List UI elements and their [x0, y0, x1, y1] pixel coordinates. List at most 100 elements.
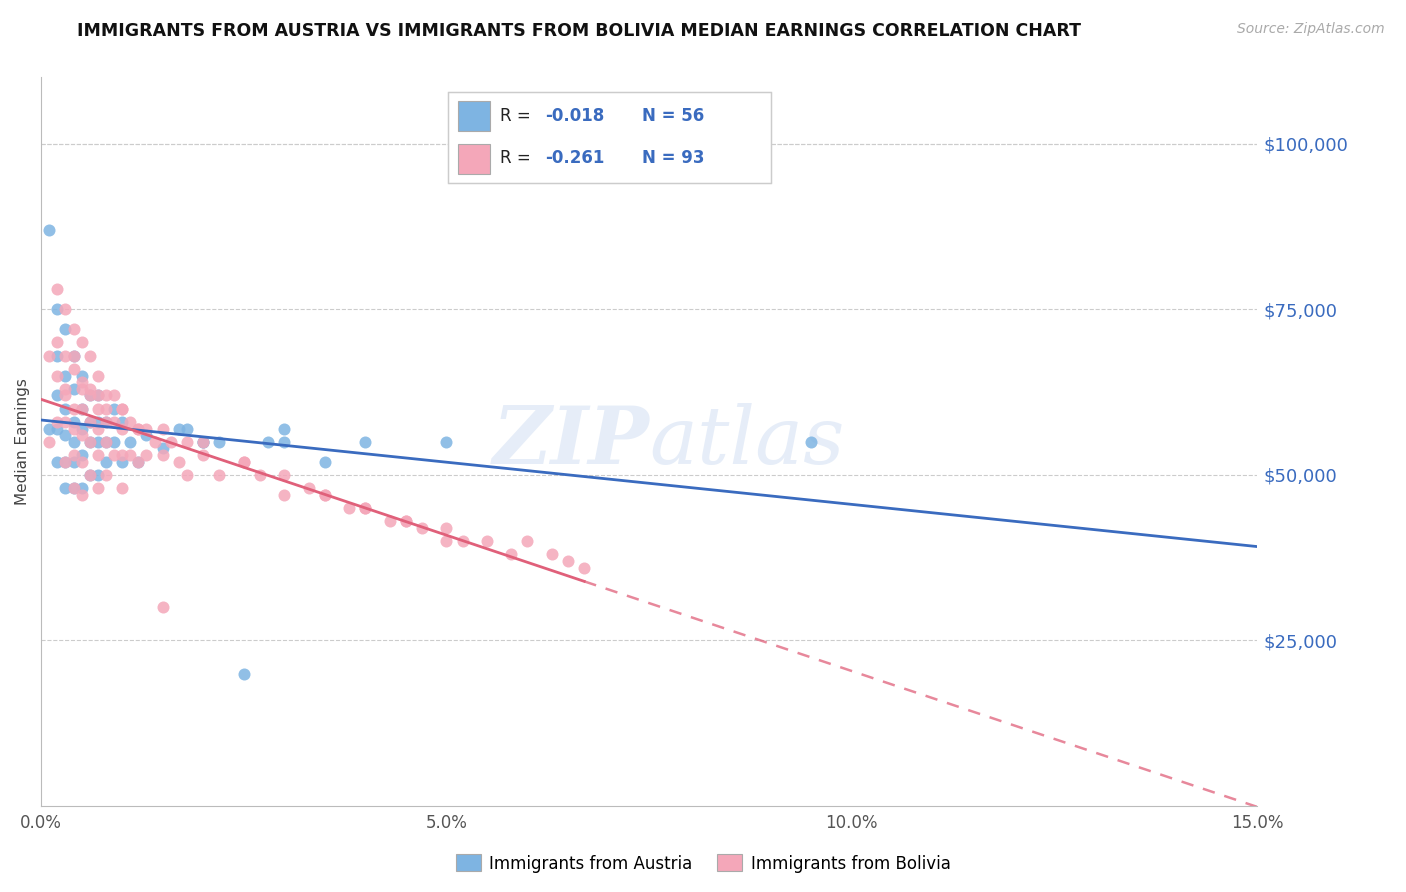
- Point: [232, 455, 254, 469]
- Point: [38, 434, 60, 449]
- Point: [159, 434, 181, 449]
- Point: [62, 382, 84, 396]
- Point: [475, 534, 498, 549]
- Point: [62, 448, 84, 462]
- Point: [87, 448, 110, 462]
- Point: [62, 481, 84, 495]
- Point: [436, 434, 458, 449]
- Point: [46, 388, 69, 402]
- Point: [94, 388, 117, 402]
- Point: [87, 415, 110, 429]
- Text: Source: ZipAtlas.com: Source: ZipAtlas.com: [1237, 22, 1385, 37]
- Point: [167, 455, 190, 469]
- Point: [176, 421, 198, 435]
- Point: [62, 349, 84, 363]
- Point: [451, 534, 474, 549]
- Point: [436, 534, 458, 549]
- Point: [135, 428, 157, 442]
- Point: [127, 421, 149, 435]
- Point: [62, 415, 84, 429]
- Point: [62, 481, 84, 495]
- Point: [314, 488, 336, 502]
- Point: [314, 455, 336, 469]
- Point: [143, 434, 166, 449]
- Point: [62, 455, 84, 469]
- Point: [127, 455, 149, 469]
- Point: [70, 375, 93, 389]
- Point: [55, 415, 77, 429]
- Point: [87, 467, 110, 482]
- Point: [55, 401, 77, 416]
- Point: [111, 401, 134, 416]
- Point: [38, 421, 60, 435]
- Point: [800, 434, 823, 449]
- Point: [111, 455, 134, 469]
- Point: [111, 481, 134, 495]
- Point: [62, 322, 84, 336]
- Point: [135, 448, 157, 462]
- Point: [103, 415, 125, 429]
- Point: [70, 401, 93, 416]
- Point: [79, 382, 101, 396]
- Point: [103, 434, 125, 449]
- Point: [55, 302, 77, 317]
- Point: [62, 401, 84, 416]
- Point: [94, 455, 117, 469]
- Point: [62, 362, 84, 376]
- Point: [152, 442, 174, 456]
- Point: [395, 514, 418, 528]
- Point: [411, 521, 433, 535]
- Point: [273, 488, 295, 502]
- Point: [111, 448, 134, 462]
- Point: [103, 448, 125, 462]
- Point: [87, 481, 110, 495]
- Point: [46, 335, 69, 350]
- Point: [46, 368, 69, 383]
- Point: [70, 428, 93, 442]
- Point: [127, 455, 149, 469]
- Point: [70, 421, 93, 435]
- Point: [70, 401, 93, 416]
- Point: [557, 554, 579, 568]
- Point: [111, 421, 134, 435]
- Point: [152, 448, 174, 462]
- Point: [70, 448, 93, 462]
- Point: [46, 302, 69, 317]
- Point: [135, 421, 157, 435]
- Point: [87, 388, 110, 402]
- Point: [87, 401, 110, 416]
- Point: [55, 368, 77, 383]
- Point: [103, 401, 125, 416]
- Point: [378, 514, 401, 528]
- Y-axis label: Median Earnings: Median Earnings: [15, 378, 30, 505]
- Point: [70, 488, 93, 502]
- Point: [167, 421, 190, 435]
- Point: [257, 434, 280, 449]
- Point: [55, 382, 77, 396]
- Point: [79, 388, 101, 402]
- Point: [46, 415, 69, 429]
- Point: [79, 467, 101, 482]
- Point: [337, 500, 360, 515]
- Text: IMMIGRANTS FROM AUSTRIA VS IMMIGRANTS FROM BOLIVIA MEDIAN EARNINGS CORRELATION C: IMMIGRANTS FROM AUSTRIA VS IMMIGRANTS FR…: [77, 22, 1081, 40]
- Point: [70, 382, 93, 396]
- Point: [208, 434, 231, 449]
- Point: [62, 349, 84, 363]
- Point: [46, 282, 69, 296]
- Point: [193, 434, 215, 449]
- Point: [193, 434, 215, 449]
- Point: [436, 521, 458, 535]
- Point: [152, 421, 174, 435]
- Point: [79, 434, 101, 449]
- Point: [55, 455, 77, 469]
- Point: [249, 467, 271, 482]
- Point: [94, 467, 117, 482]
- Point: [87, 388, 110, 402]
- Point: [46, 455, 69, 469]
- Legend: Immigrants from Austria, Immigrants from Bolivia: Immigrants from Austria, Immigrants from…: [449, 847, 957, 880]
- Point: [395, 514, 418, 528]
- Point: [314, 488, 336, 502]
- Point: [120, 434, 142, 449]
- Point: [55, 349, 77, 363]
- Point: [70, 368, 93, 383]
